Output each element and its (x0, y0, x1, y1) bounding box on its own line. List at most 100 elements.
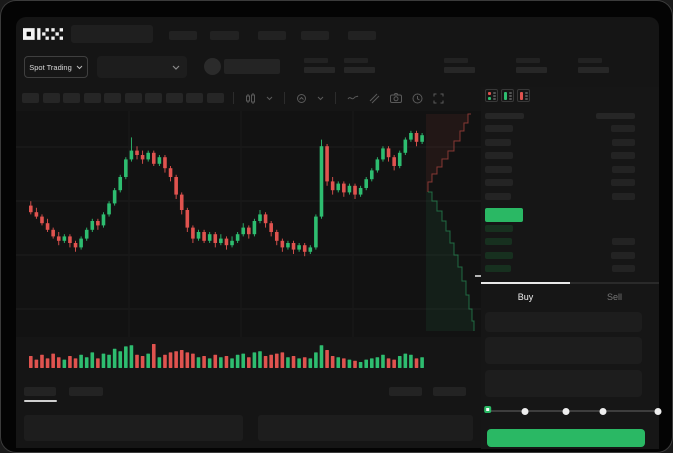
last-price-badge[interactable] (485, 208, 523, 222)
camera-icon[interactable] (390, 93, 402, 103)
line-tool-icon[interactable] (347, 94, 359, 102)
order-input-skeleton[interactable] (485, 370, 642, 397)
price-chart[interactable] (16, 111, 483, 337)
timeframe-button-skeleton[interactable] (165, 93, 183, 103)
bottom-tab-skeleton[interactable] (24, 387, 56, 396)
slider-handle[interactable] (484, 406, 492, 413)
navbar-search-skeleton[interactable] (71, 25, 153, 43)
timeframe-button-skeleton[interactable] (63, 93, 80, 103)
ticker-stat (444, 57, 478, 77)
bid-row[interactable] (481, 265, 659, 273)
navbar-item-skeleton[interactable] (169, 31, 197, 40)
ask-row[interactable] (481, 192, 659, 201)
ticker-stat (516, 57, 550, 77)
ticker-stat (578, 57, 612, 77)
slider-track (487, 410, 658, 412)
market-selector-button[interactable]: Spot Trading (24, 56, 88, 78)
timeframe-button-skeleton[interactable] (186, 93, 203, 103)
indicators-icon[interactable] (296, 93, 307, 104)
navbar-item-skeleton[interactable] (210, 31, 239, 40)
drawing-tools-icon[interactable] (369, 93, 380, 104)
bid-price-skeleton (485, 251, 513, 259)
history-icon[interactable] (412, 93, 423, 104)
slider-stop[interactable] (521, 408, 529, 415)
toolbar-divider (233, 92, 234, 104)
bottom-tab-skeleton[interactable] (69, 387, 103, 396)
bid-price-skeleton (485, 265, 511, 273)
ask-row[interactable] (481, 138, 659, 147)
amount-slider[interactable] (484, 404, 662, 418)
orderbook-view-bids-icon[interactable] (501, 89, 514, 102)
bid-row[interactable] (481, 225, 659, 233)
stat-label-skeleton (444, 58, 468, 63)
ask-amount-skeleton (612, 165, 635, 173)
ask-amount-skeleton (612, 192, 635, 200)
timeframe-button-skeleton[interactable] (42, 93, 60, 103)
ticker-stat (344, 57, 378, 77)
bid-amount-skeleton (612, 265, 635, 273)
timeframe-button-skeleton[interactable] (145, 93, 162, 103)
coin-icon (204, 58, 221, 75)
chart-toolbar (22, 89, 474, 107)
tab-sell[interactable]: Sell (570, 282, 659, 308)
bottom-action-skeleton[interactable] (433, 387, 466, 396)
ask-amount-skeleton (611, 152, 635, 159)
ask-row[interactable] (481, 165, 659, 174)
chevron-down-icon[interactable] (266, 96, 273, 101)
candlestick-type-icon[interactable] (245, 92, 256, 104)
orderbook-header-skeleton (485, 113, 524, 119)
bid-row[interactable] (481, 251, 659, 260)
ticker-bar: Spot Trading (16, 55, 659, 81)
ask-row[interactable] (481, 179, 659, 187)
orderbook-view-asks-icon[interactable] (517, 89, 530, 102)
buy-submit-button[interactable] (487, 429, 645, 447)
timeframe-button-skeleton[interactable] (124, 93, 142, 103)
pair-selector-dropdown[interactable] (97, 56, 187, 78)
order-input-skeleton[interactable] (485, 337, 642, 364)
slider-stop[interactable] (599, 408, 607, 415)
navbar-item-skeleton[interactable] (258, 31, 286, 40)
bid-row[interactable] (481, 238, 659, 246)
volume-svg (29, 344, 424, 368)
ask-row[interactable] (481, 125, 659, 133)
volume-chart[interactable] (16, 341, 481, 369)
ask-price-skeleton (485, 152, 513, 159)
stat-label-skeleton (304, 58, 328, 63)
slider-stop[interactable] (654, 408, 662, 415)
timeframe-button-skeleton[interactable] (83, 93, 101, 103)
bid-price-skeleton (485, 238, 512, 246)
pair-name-skeleton (224, 59, 280, 74)
orderbook-header-skeleton (596, 113, 635, 119)
ask-price-skeleton (485, 138, 511, 146)
bottom-panel-skeleton[interactable] (258, 415, 473, 441)
bottom-action-skeleton[interactable] (389, 387, 422, 396)
order-book-panel: Buy Sell (481, 87, 662, 449)
stat-value-skeleton (578, 67, 609, 73)
ask-price-skeleton (485, 179, 513, 186)
stat-value-skeleton (516, 67, 547, 73)
toolbar-divider (284, 92, 285, 104)
market-selector-label: Spot Trading (29, 62, 72, 72)
navbar-item-skeleton[interactable] (301, 31, 329, 40)
chevron-down-icon (76, 65, 83, 69)
timeframe-button-skeleton[interactable] (104, 93, 121, 103)
stat-label-skeleton (516, 58, 540, 63)
stat-value-skeleton (304, 67, 335, 73)
timeframe-buttons (22, 93, 227, 103)
navbar-item-skeleton[interactable] (348, 31, 376, 40)
fullscreen-icon[interactable] (433, 93, 444, 104)
stat-value-skeleton (444, 67, 475, 73)
ask-row[interactable] (481, 152, 659, 160)
timeframe-button-skeleton[interactable] (22, 93, 39, 103)
order-input-skeleton[interactable] (485, 312, 642, 332)
chart-bottom-tabs (16, 385, 481, 405)
timeframe-button-skeleton[interactable] (206, 93, 224, 103)
toolbar-divider (335, 92, 336, 104)
chevron-down-icon[interactable] (317, 96, 324, 101)
orderbook-view-combined-icon[interactable] (485, 89, 498, 102)
ask-price-skeleton (485, 192, 511, 200)
bottom-panel-skeleton[interactable] (24, 415, 243, 441)
slider-stop[interactable] (562, 408, 570, 415)
tab-buy[interactable]: Buy (481, 282, 570, 308)
